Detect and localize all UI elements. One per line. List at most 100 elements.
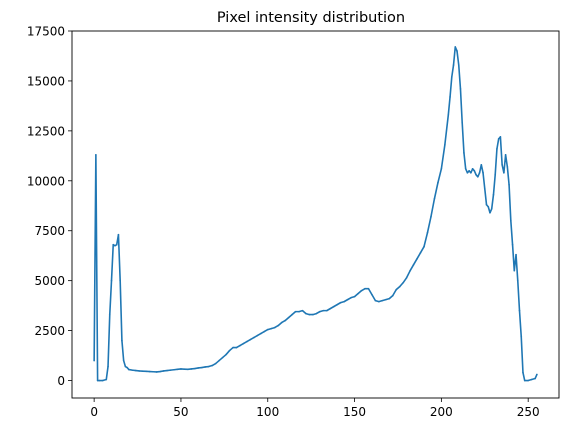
data-point [437, 181, 439, 184]
data-point [367, 287, 370, 290]
data-point [473, 170, 476, 172]
data-point [180, 368, 182, 370]
data-point [107, 365, 109, 368]
data-point [124, 365, 127, 368]
data-point [426, 231, 429, 234]
data-point [416, 257, 418, 260]
data-point [489, 211, 491, 214]
data-point [96, 379, 99, 382]
data-point [200, 366, 203, 369]
data-point [440, 168, 443, 170]
data-point [305, 312, 307, 315]
data-point [534, 377, 536, 380]
data-point [211, 364, 213, 367]
data-point [464, 168, 467, 170]
data-point [122, 359, 125, 362]
data-point [409, 269, 411, 272]
data-point [126, 366, 128, 369]
data-point [447, 114, 450, 116]
data-point [117, 233, 120, 236]
data-point [95, 154, 97, 156]
data-point [527, 379, 529, 382]
data-point [256, 334, 259, 337]
data-point [138, 370, 141, 372]
data-point [115, 243, 118, 246]
data-point [353, 295, 356, 298]
x-tick-label: 250 [517, 405, 540, 419]
data-point [487, 205, 490, 208]
data-point [319, 310, 321, 313]
data-point [242, 342, 245, 345]
chart-title: Pixel intensity distribution [217, 10, 405, 26]
data-point [501, 164, 503, 166]
y-tick-label: 7500 [34, 224, 65, 238]
data-point [102, 379, 104, 382]
y-tick-label: 0 [57, 374, 65, 388]
data-point [98, 379, 101, 382]
data-point [433, 197, 436, 200]
x-tick-label: 0 [90, 405, 98, 419]
data-point [378, 300, 380, 303]
data-point [395, 288, 398, 291]
data-point [492, 193, 495, 196]
x-axis: 0 50 100 150 200 250 [90, 398, 540, 419]
data-point [423, 245, 425, 248]
data-point [207, 365, 210, 368]
data-point [287, 316, 290, 319]
data-point [110, 279, 113, 282]
plot-area-background [72, 31, 559, 398]
data-point [232, 346, 234, 349]
data-point [284, 319, 286, 322]
data-point [93, 359, 95, 362]
data-point [249, 338, 252, 341]
data-point [339, 301, 342, 304]
data-point [187, 368, 189, 371]
data-point [121, 339, 123, 342]
data-point [430, 215, 432, 218]
data-point [523, 379, 526, 382]
data-point [478, 172, 481, 174]
data-point [371, 293, 373, 296]
data-point [470, 172, 472, 174]
data-point [343, 300, 345, 303]
data-point [499, 136, 502, 138]
data-point [454, 46, 457, 48]
data-point [155, 371, 158, 373]
data-point [357, 292, 359, 295]
y-tick-label: 17500 [27, 25, 65, 39]
data-point [477, 176, 479, 178]
data-point [112, 243, 115, 246]
data-point [482, 172, 484, 174]
data-point [114, 244, 116, 247]
data-point [329, 307, 332, 310]
data-point [270, 327, 273, 330]
data-point [273, 326, 276, 329]
data-point [459, 88, 462, 90]
data-point [402, 281, 404, 284]
data-point [173, 368, 175, 371]
data-point [522, 371, 524, 374]
data-point [466, 172, 469, 174]
data-point [253, 336, 255, 339]
data-point [452, 64, 455, 66]
data-point [412, 263, 415, 266]
y-tick-label: 12500 [27, 124, 65, 138]
data-point [374, 299, 377, 302]
data-point [141, 370, 144, 372]
data-point [145, 370, 148, 373]
x-tick-label: 200 [430, 405, 453, 419]
data-point [456, 50, 458, 52]
data-point [260, 332, 262, 335]
data-point [449, 96, 451, 98]
data-point [468, 170, 470, 172]
x-tick-label: 50 [173, 405, 188, 419]
y-axis: 0 2500 5000 7500 10000 12500 15000 17500 [27, 25, 72, 388]
data-point [496, 148, 498, 150]
data-point [511, 243, 514, 246]
data-point [325, 309, 328, 312]
data-point [159, 370, 161, 373]
data-point [263, 330, 266, 333]
data-point [510, 219, 512, 222]
data-point [166, 369, 168, 372]
data-point [169, 369, 172, 371]
